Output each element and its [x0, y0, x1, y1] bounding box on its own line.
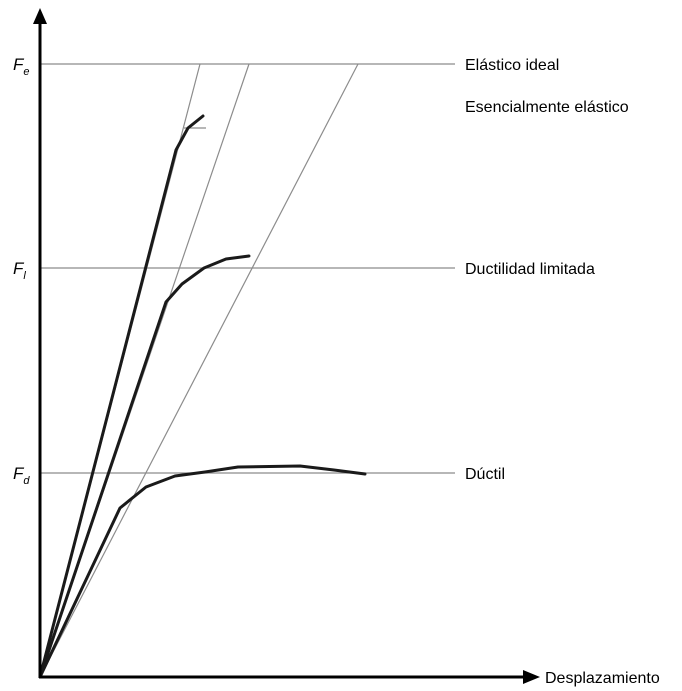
ductile-curve: [38, 464, 367, 679]
ductile-label: Dúctil: [465, 466, 505, 483]
elastic-projection-flat: [39, 63, 359, 678]
x-axis-arrow: [523, 670, 540, 684]
y-axis-arrow: [33, 8, 47, 24]
fl-label: Fl: [13, 259, 26, 282]
fe-label: Fe: [13, 55, 30, 78]
x-axis-label: Desplazamiento: [545, 670, 660, 687]
fd-label: Fd: [13, 464, 30, 487]
essentially-elastic-curve: [38, 114, 205, 679]
elastic-ideal-label: Elástico ideal: [465, 57, 559, 74]
limited-ductility-curve: [38, 254, 251, 679]
limited-ductility-label: Ductilidad limitada: [465, 261, 595, 278]
essentially-elastic-label: Esencialmente elástico: [465, 99, 629, 116]
